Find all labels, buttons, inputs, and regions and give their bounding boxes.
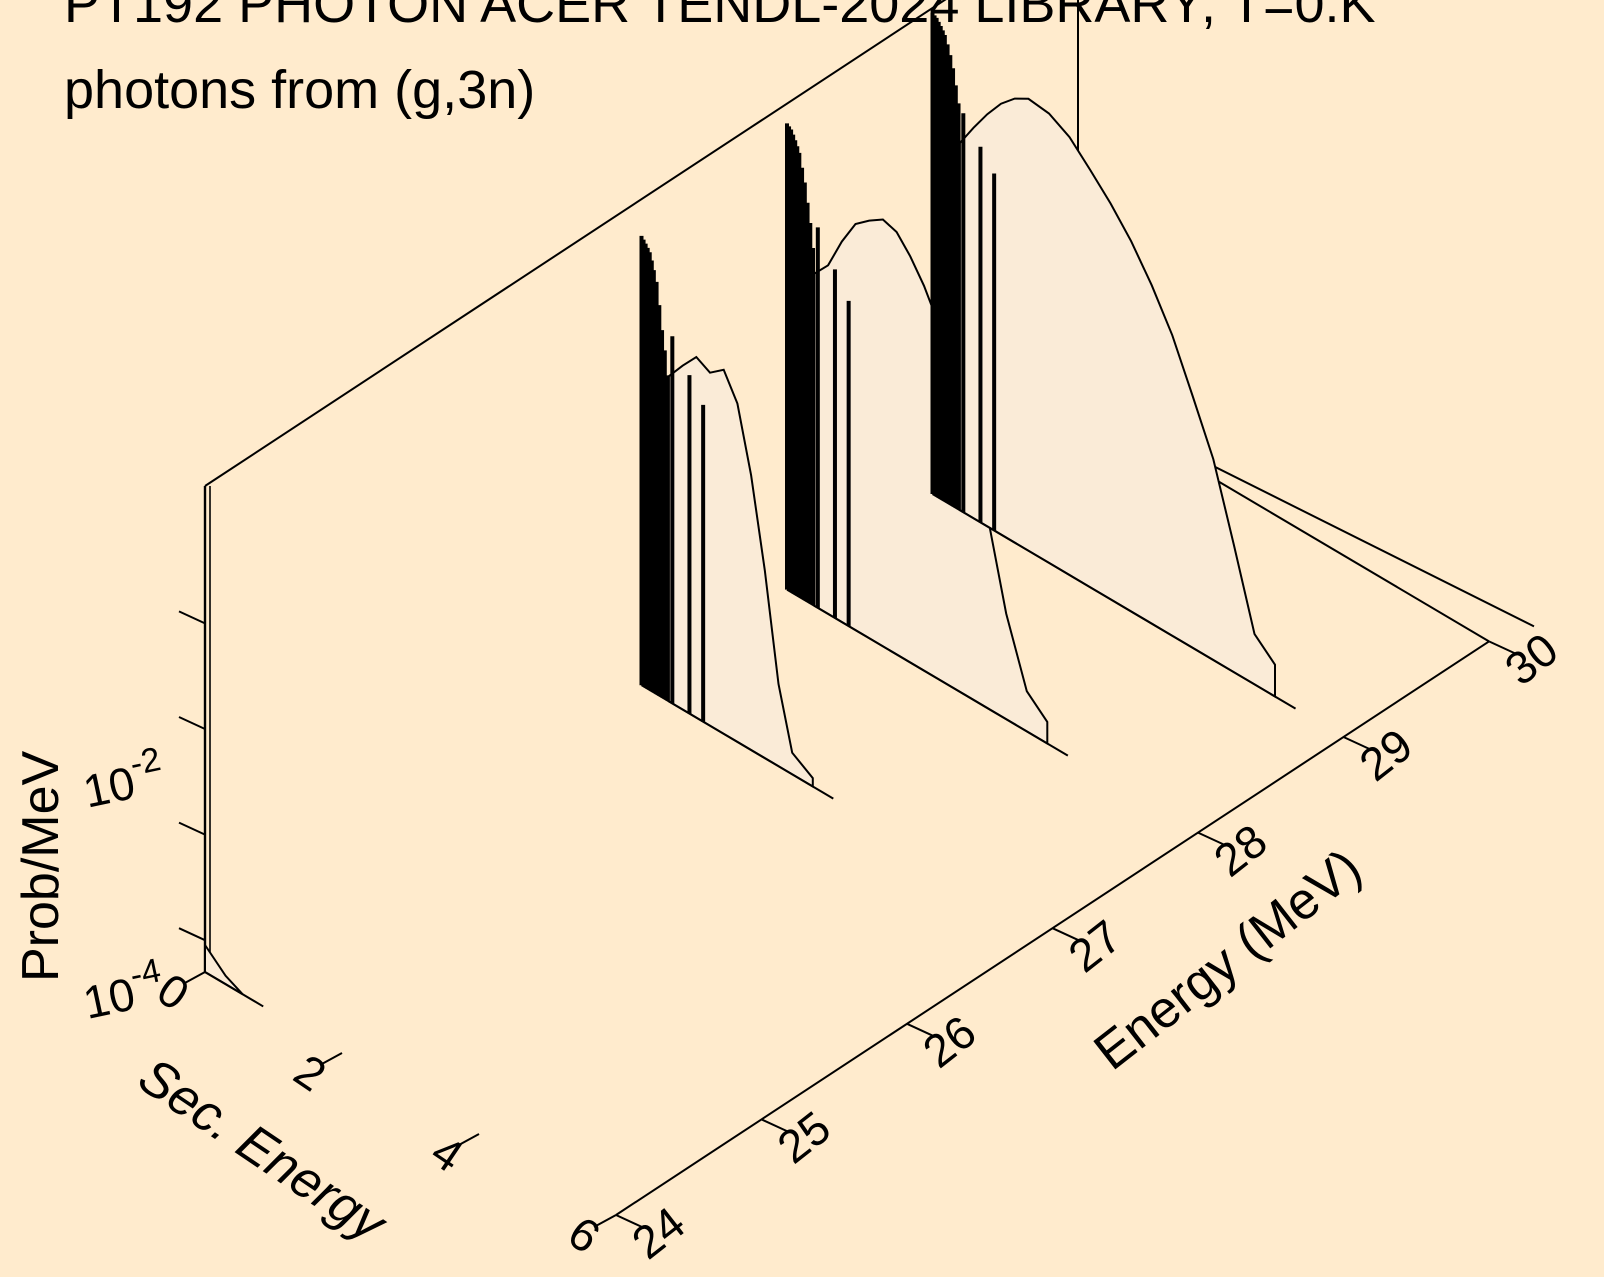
- z-tick-0.1: [178, 610, 206, 625]
- spectrum-slices: [204, 12, 1297, 1008]
- z-tick-0.001: [178, 821, 206, 836]
- z-tick-0.01: [178, 716, 206, 730]
- y-tick-25: [761, 1118, 788, 1133]
- x-tick-6: [593, 1214, 617, 1228]
- chart-title: PT192 PHOTON ACER TENDL-2024 LIBRARY; T=…: [64, 0, 1376, 34]
- y-tick-24: [615, 1214, 643, 1228]
- spectrum-slice-27: [639, 235, 834, 800]
- slice-floor-line: [640, 684, 834, 800]
- back-wall-top-edge: [204, 0, 947, 487]
- y-tick-30: [1488, 640, 1516, 655]
- y-tick-29: [1343, 736, 1370, 750]
- spectrum-slice-29: [930, 12, 1297, 710]
- x-tick-0: [182, 971, 206, 985]
- y-tick-26: [906, 1022, 934, 1037]
- slice-floor-line: [204, 971, 264, 1008]
- x-tick-2: [319, 1052, 343, 1066]
- z-axis-title: Prob/MeV: [12, 750, 70, 982]
- spectrum-slice-24: [204, 941, 264, 1008]
- z-tick-0.0001: [178, 927, 206, 942]
- chart-subtitle: photons from (g,3n): [64, 60, 535, 120]
- y-tick-27: [1052, 927, 1079, 942]
- y-tick-28: [1197, 831, 1225, 846]
- x-tick-4: [456, 1133, 480, 1147]
